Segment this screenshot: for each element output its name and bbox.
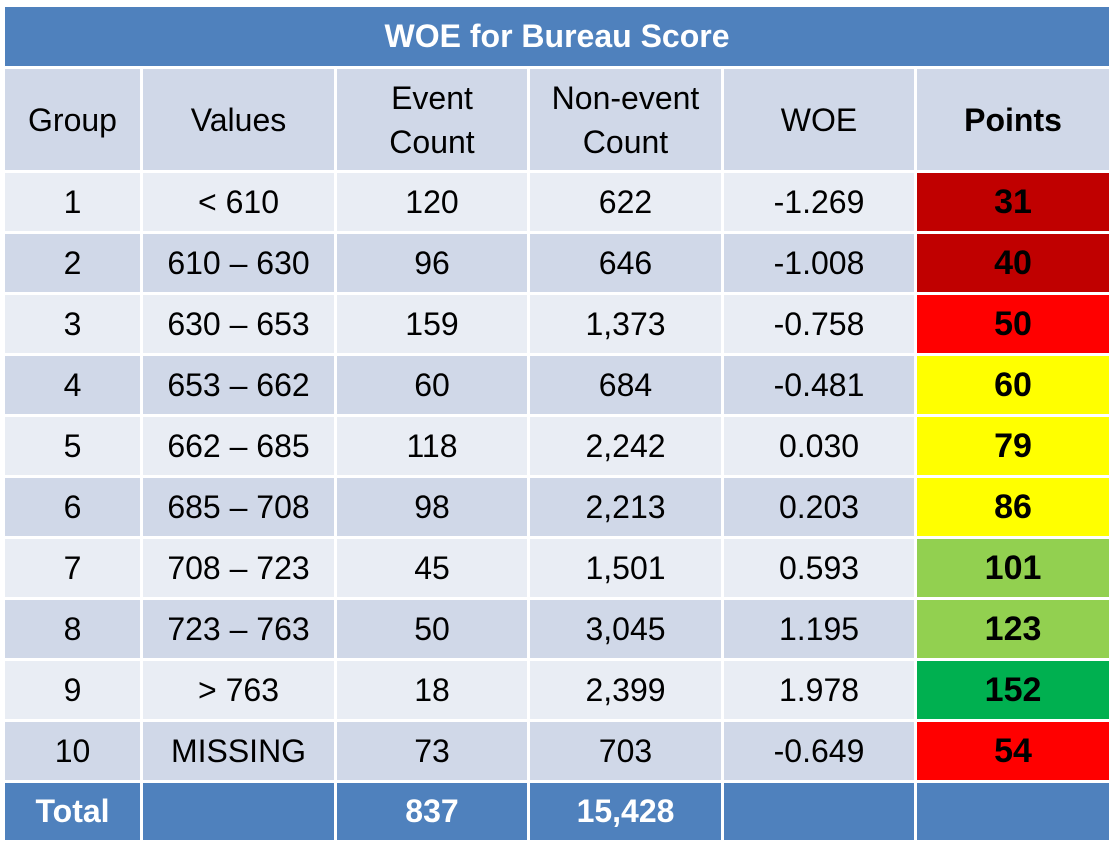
cell-event-count: 96	[334, 231, 530, 295]
cell-woe: -1.269	[721, 170, 917, 234]
header-group: Group	[2, 66, 143, 173]
cell-event-count: 98	[334, 475, 530, 539]
header-event-count-line2: Count	[389, 123, 475, 160]
cell-values: < 610	[140, 170, 337, 234]
title-row: WOE for Bureau Score	[1, 4, 1113, 69]
cell-values: 630 – 653	[140, 292, 337, 356]
cell-points: 40	[913, 231, 1113, 295]
table-title: WOE for Bureau Score	[1, 4, 1113, 69]
cell-event-count: 118	[334, 414, 530, 478]
table-body: 1 < 610 120 622 -1.269 31 2 610 – 630 96 646 -1.00…	[2, 170, 1113, 783]
cell-nonevent-count: 2,399	[527, 658, 724, 722]
cell-nonevent-count: 2,242	[527, 414, 724, 478]
cell-values: 708 – 723	[140, 536, 337, 600]
cell-event-count: 159	[334, 292, 530, 356]
header-row: Group Values Event Count Non-event Count…	[2, 66, 1113, 173]
cell-woe: -0.481	[721, 353, 917, 417]
cell-points: 123	[913, 597, 1113, 661]
cell-group: 2	[2, 231, 143, 295]
cell-points: 31	[913, 170, 1113, 234]
cell-points: 101	[913, 536, 1113, 600]
cell-woe: 0.030	[721, 414, 917, 478]
cell-woe: -0.758	[721, 292, 917, 356]
total-label: Total	[2, 780, 143, 843]
cell-nonevent-count: 622	[527, 170, 724, 234]
table-row: 9 > 763 18 2,399 1.978 152	[2, 658, 1113, 722]
cell-values: 723 – 763	[140, 597, 337, 661]
table-row: 8 723 – 763 50 3,045 1.195 123	[2, 597, 1113, 661]
total-woe-cell	[721, 780, 917, 843]
header-values: Values	[140, 66, 337, 173]
cell-nonevent-count: 703	[527, 719, 724, 783]
cell-nonevent-count: 646	[527, 231, 724, 295]
cell-event-count: 120	[334, 170, 530, 234]
cell-group: 1	[2, 170, 143, 234]
header-points: Points	[913, 66, 1113, 173]
cell-group: 6	[2, 475, 143, 539]
cell-values: 662 – 685	[140, 414, 337, 478]
cell-nonevent-count: 1,373	[527, 292, 724, 356]
cell-values: > 763	[140, 658, 337, 722]
cell-woe: 0.203	[721, 475, 917, 539]
cell-event-count: 73	[334, 719, 530, 783]
table-row: 4 653 – 662 60 684 -0.481 60	[2, 353, 1113, 417]
cell-group: 9	[2, 658, 143, 722]
table-row: 2 610 – 630 96 646 -1.008 40	[2, 231, 1113, 295]
cell-points: 86	[913, 475, 1113, 539]
cell-group: 7	[2, 536, 143, 600]
woe-table: WOE for Bureau Score Group Values Event …	[1, 4, 1113, 843]
cell-event-count: 45	[334, 536, 530, 600]
cell-event-count: 60	[334, 353, 530, 417]
total-points-cell	[913, 780, 1113, 843]
cell-nonevent-count: 3,045	[527, 597, 724, 661]
cell-event-count: 50	[334, 597, 530, 661]
cell-woe: 1.195	[721, 597, 917, 661]
header-woe: WOE	[721, 66, 917, 173]
header-nonevent-count: Non-event Count	[527, 66, 724, 173]
cell-values: 610 – 630	[140, 231, 337, 295]
cell-values: MISSING	[140, 719, 337, 783]
cell-points: 50	[913, 292, 1113, 356]
total-values-cell	[140, 780, 337, 843]
table-row: 6 685 – 708 98 2,213 0.203 86	[2, 475, 1113, 539]
cell-group: 5	[2, 414, 143, 478]
table-row: 5 662 – 685 118 2,242 0.030 79	[2, 414, 1113, 478]
cell-points: 79	[913, 414, 1113, 478]
cell-group: 8	[2, 597, 143, 661]
cell-points: 152	[913, 658, 1113, 722]
cell-nonevent-count: 1,501	[527, 536, 724, 600]
header-event-count-line1: Event	[391, 79, 473, 116]
total-nonevent-count: 15,428	[527, 780, 724, 843]
cell-group: 4	[2, 353, 143, 417]
cell-points: 60	[913, 353, 1113, 417]
cell-woe: -0.649	[721, 719, 917, 783]
cell-points: 54	[913, 719, 1113, 783]
cell-group: 10	[2, 719, 143, 783]
table-row: 1 < 610 120 622 -1.269 31	[2, 170, 1113, 234]
cell-group: 3	[2, 292, 143, 356]
cell-values: 653 – 662	[140, 353, 337, 417]
total-row: Total 837 15,428	[2, 780, 1113, 843]
cell-nonevent-count: 2,213	[527, 475, 724, 539]
header-event-count: Event Count	[334, 66, 530, 173]
total-event-count: 837	[334, 780, 530, 843]
header-nonevent-count-line2: Count	[582, 123, 669, 160]
table-row: 3 630 – 653 159 1,373 -0.758 50	[2, 292, 1113, 356]
header-nonevent-count-line1: Non-event	[551, 79, 700, 116]
cell-woe: 0.593	[721, 536, 917, 600]
table-row: 10 MISSING 73 703 -0.649 54	[2, 719, 1113, 783]
cell-event-count: 18	[334, 658, 530, 722]
table-row: 7 708 – 723 45 1,501 0.593 101	[2, 536, 1113, 600]
cell-nonevent-count: 684	[527, 353, 724, 417]
cell-values: 685 – 708	[140, 475, 337, 539]
cell-woe: 1.978	[721, 658, 917, 722]
cell-woe: -1.008	[721, 231, 917, 295]
